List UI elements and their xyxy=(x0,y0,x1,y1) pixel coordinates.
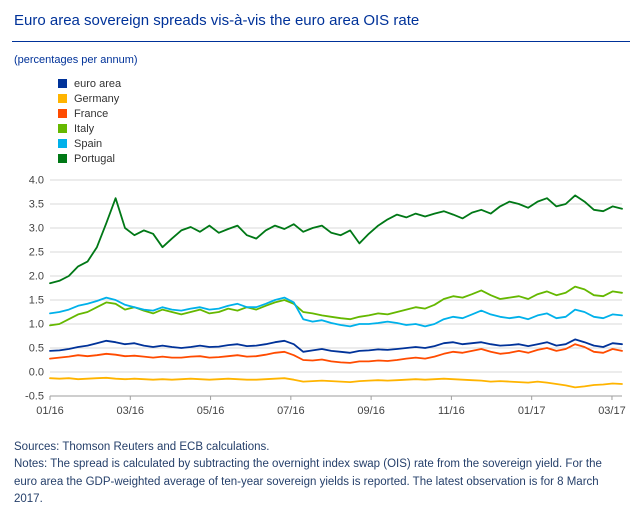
legend-swatch-france xyxy=(58,109,67,118)
chart-area: -0.5 0.0 0.5 1.0 1.5 2.0 2.5 3.0 3.5 4.0 01/16 03/1… xyxy=(14,172,630,423)
title-divider xyxy=(12,41,630,42)
svg-text:-0.5: -0.5 xyxy=(25,391,44,403)
svg-text:3.0: 3.0 xyxy=(29,223,44,235)
svg-text:2.0: 2.0 xyxy=(29,271,44,283)
page-title: Euro area sovereign spreads vis-à-vis th… xyxy=(14,12,420,29)
svg-text:03/16: 03/16 xyxy=(117,405,145,417)
legend-label-germany: Germany xyxy=(74,92,120,105)
svg-text:0.5: 0.5 xyxy=(29,343,44,355)
legend-label-italy: Italy xyxy=(74,122,95,135)
legend-item-portugal: Portugal xyxy=(58,151,630,166)
chart-legend: euro area Germany France Italy Spain Por… xyxy=(58,76,630,166)
svg-text:2.5: 2.5 xyxy=(29,247,44,259)
legend-swatch-portugal xyxy=(58,154,67,163)
legend-swatch-spain xyxy=(58,139,67,148)
legend-swatch-euro-area xyxy=(58,79,67,88)
legend-label-portugal: Portugal xyxy=(74,152,115,165)
svg-text:4.0: 4.0 xyxy=(29,175,44,187)
svg-text:07/16: 07/16 xyxy=(277,405,305,417)
legend-label-france: France xyxy=(74,107,109,120)
svg-text:1.5: 1.5 xyxy=(29,295,44,307)
chart-footnotes: Sources: Thomson Reuters and ECB calcula… xyxy=(14,439,626,508)
svg-text:05/16: 05/16 xyxy=(197,405,225,417)
chart-subtitle: (percentages per annum) xyxy=(14,54,138,66)
svg-text:1.0: 1.0 xyxy=(29,319,44,331)
sources-note: Sources: Thomson Reuters and ECB calcula… xyxy=(14,441,270,453)
legend-label-euro-area: euro area xyxy=(74,77,122,90)
svg-text:01/16: 01/16 xyxy=(36,405,64,417)
legend-item-euro-area: euro area xyxy=(58,76,630,91)
svg-text:0.0: 0.0 xyxy=(29,367,44,379)
svg-text:01/17: 01/17 xyxy=(518,405,546,417)
svg-text:09/16: 09/16 xyxy=(357,405,385,417)
legend-item-france: France xyxy=(58,106,630,121)
legend-label-spain: Spain xyxy=(74,137,103,150)
legend-item-italy: Italy xyxy=(58,121,630,136)
legend-item-germany: Germany xyxy=(58,91,630,106)
sovereign-spreads-line-chart: -0.5 0.0 0.5 1.0 1.5 2.0 2.5 3.0 3.5 4.0 01/16 03/1… xyxy=(25,175,626,418)
legend-item-spain: Spain xyxy=(58,136,630,151)
svg-text:11/16: 11/16 xyxy=(438,405,465,417)
svg-text:3.5: 3.5 xyxy=(29,199,44,211)
legend-swatch-germany xyxy=(58,94,67,103)
svg-text:03/17: 03/17 xyxy=(598,405,626,417)
legend-swatch-italy xyxy=(58,124,67,133)
notes-text: Notes: The spread is calculated by subtr… xyxy=(14,458,602,505)
